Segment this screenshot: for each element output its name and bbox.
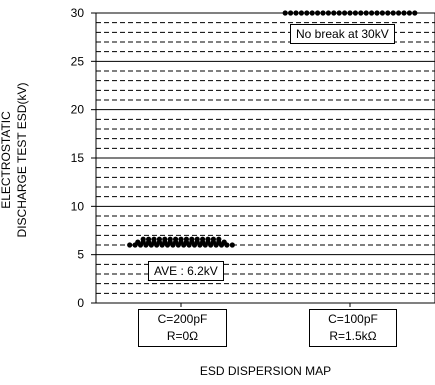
y-tick-labels: 0 5 10 15 20 25 30 (71, 6, 96, 310)
average-annotation: AVE : 6.2kV (148, 261, 224, 281)
data-point (200, 236, 206, 242)
category-label-line: R=0Ω (166, 329, 199, 343)
grid-lines (96, 22, 435, 294)
y-tick-label: 5 (77, 248, 84, 262)
data-point (189, 236, 195, 242)
data-point (151, 236, 157, 242)
data-point (216, 236, 222, 242)
data-point (194, 236, 200, 242)
data-point (162, 236, 168, 242)
y-tick-label: 30 (71, 6, 85, 20)
y-tick-label: 25 (71, 54, 85, 68)
category-label-line: C=100pF (328, 312, 378, 326)
data-point (173, 236, 179, 242)
category-label-line: R=1.5kΩ (329, 329, 377, 343)
data-point (221, 239, 227, 245)
data-point (135, 239, 141, 245)
y-tick-label: 10 (71, 199, 85, 213)
data-point (156, 236, 162, 242)
category-label-100pf: C=100pF R=1.5kΩ (309, 309, 397, 347)
data-point (140, 236, 146, 242)
data-point (229, 242, 235, 248)
category-label-line: C=200pF (157, 312, 208, 326)
data-point (167, 236, 173, 242)
data-point (127, 242, 133, 248)
data-point (205, 236, 211, 242)
no-break-annotation: No break at 30kV (290, 24, 395, 44)
y-axis-label-line: ELECTROSTATIC (0, 111, 13, 209)
data-point (183, 236, 189, 242)
plot-frame (95, 12, 435, 304)
x-axis-label: ESD DISPERSION MAP (199, 364, 332, 378)
y-axis-label-line: DISCHARGE TEST ESD(kV) (15, 82, 29, 238)
data-point (178, 236, 184, 242)
category-label-200pf: C=200pF R=0Ω (138, 309, 227, 347)
y-tick-label: 0 (77, 296, 84, 310)
y-tick-label: 20 (71, 103, 85, 117)
data-point (210, 236, 216, 242)
data-point (146, 236, 152, 242)
y-tick-label: 15 (71, 151, 85, 165)
